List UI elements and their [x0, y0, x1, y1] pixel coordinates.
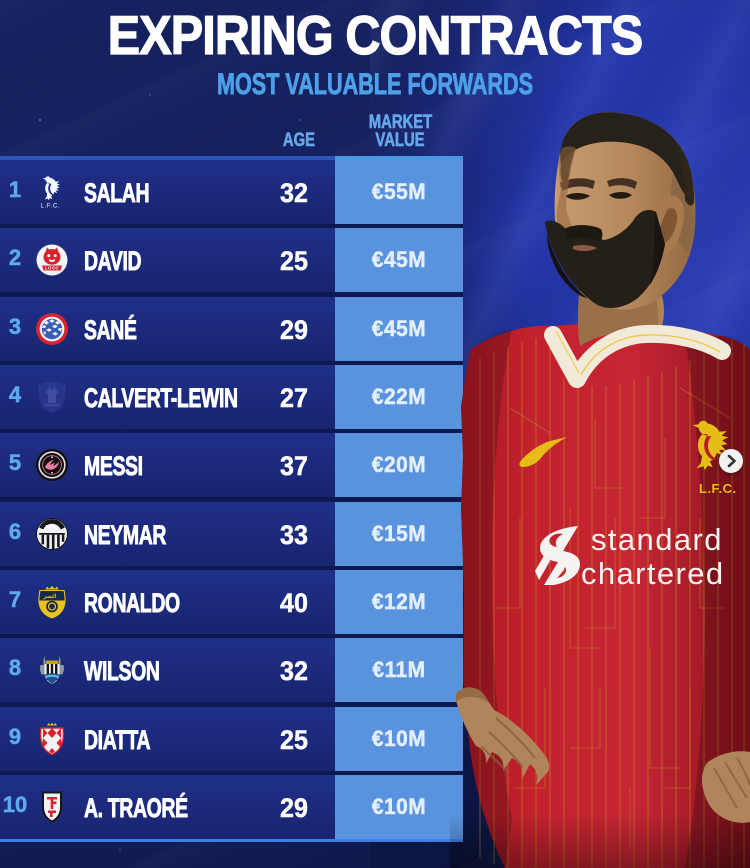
- svg-text:LOSC: LOSC: [45, 266, 60, 271]
- svg-text:النصر: النصر: [43, 593, 57, 600]
- svg-text:L.F.C.: L.F.C.: [41, 204, 61, 210]
- svg-text:S.F.C.: S.F.C.: [45, 524, 59, 530]
- svg-text:chartered: chartered: [581, 556, 725, 591]
- svg-text:L.F.C.: L.F.C.: [699, 481, 737, 496]
- svg-text:standard: standard: [591, 522, 723, 557]
